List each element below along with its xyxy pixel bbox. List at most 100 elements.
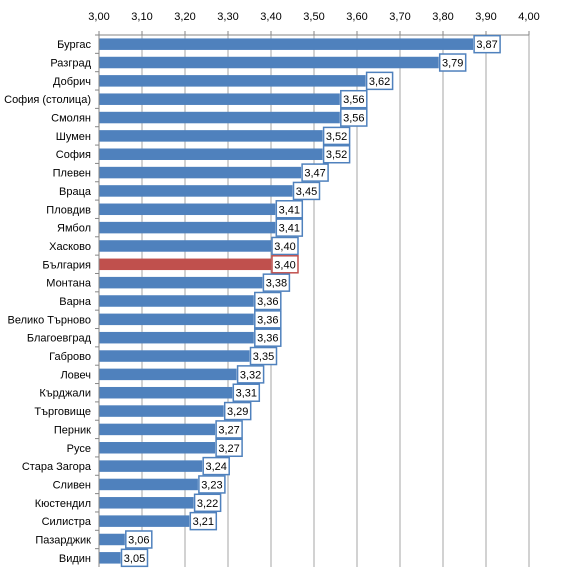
data-label-box <box>438 53 467 72</box>
category-label: Силистра <box>42 516 92 528</box>
data-label-box <box>271 255 299 274</box>
bar <box>99 111 340 124</box>
data-label: 3,05 <box>124 553 145 565</box>
bar <box>99 331 254 344</box>
data-label-box <box>254 291 282 311</box>
data-label-box <box>254 328 282 347</box>
category-label: Перник <box>54 424 91 436</box>
bar <box>99 386 233 399</box>
axes <box>95 31 530 567</box>
bar-highlight <box>99 258 271 271</box>
data-label-box <box>271 236 299 256</box>
category-label: Търговище <box>34 406 91 418</box>
data-label: 3,36 <box>257 333 278 345</box>
x-tick-label: 3,30 <box>217 11 238 23</box>
data-label-box <box>193 493 222 513</box>
data-label: 3,27 <box>218 424 239 436</box>
data-label: 3,22 <box>197 498 218 510</box>
category-label: Варна <box>59 296 92 308</box>
data-label: 3,79 <box>442 58 463 70</box>
x-tick-label: 3,60 <box>346 11 367 23</box>
data-label-box <box>215 420 243 439</box>
category-label: Ямбол <box>57 223 91 235</box>
bars <box>99 38 474 564</box>
data-label: 3,38 <box>266 278 287 290</box>
bar <box>99 515 190 527</box>
data-label: 3,47 <box>304 168 325 180</box>
bar <box>99 497 194 509</box>
category-label: Габрово <box>49 351 91 363</box>
data-label-box <box>198 475 226 494</box>
data-label: 3,40 <box>274 241 295 253</box>
category-label: Сливен <box>53 479 91 491</box>
category-label: Добрич <box>53 76 91 88</box>
data-label-box <box>275 200 304 219</box>
category-label: Пловдив <box>46 204 91 216</box>
x-tick-labels: 3,00 3,10 3,20 3,30 3,40 3,50 3,60 3,70 3,80 3,90… <box>88 11 539 23</box>
category-label: Плевен <box>53 168 91 180</box>
bar <box>99 203 276 216</box>
bar <box>99 185 293 197</box>
category-labels: Бургас Разград Добрич София (столица) Смолян… <box>4 39 92 565</box>
bar <box>99 75 366 87</box>
data-label-box <box>202 456 230 476</box>
data-label: 3,32 <box>240 369 261 381</box>
category-label: Кърджали <box>39 388 91 400</box>
bar <box>99 38 474 50</box>
category-label: Смолян <box>51 113 91 125</box>
bar <box>99 93 340 105</box>
data-label-box <box>473 34 501 54</box>
bar <box>99 423 216 436</box>
data-label-box <box>120 548 149 568</box>
bar <box>99 405 224 417</box>
category-label: София (столица) <box>4 94 91 106</box>
data-label: 3,52 <box>326 131 347 143</box>
data-label: 3,21 <box>193 516 214 528</box>
data-label-box <box>262 273 291 292</box>
data-label: 3,36 <box>257 296 278 308</box>
data-label-box <box>254 310 282 329</box>
data-label: 3,52 <box>326 149 347 161</box>
data-label: 3,40 <box>274 259 295 271</box>
category-label: Благоевград <box>27 333 92 345</box>
data-label-box <box>365 71 394 91</box>
bar <box>99 221 276 234</box>
data-label: 3,31 <box>236 388 257 400</box>
category-label: Ловеч <box>60 369 91 381</box>
category-label: Пазарджик <box>35 534 91 546</box>
x-tick-label: 3,10 <box>131 11 152 23</box>
category-label: Разград <box>50 58 91 70</box>
x-tick-label: 3,90 <box>475 11 496 23</box>
x-tick-label: 4,00 <box>518 11 539 23</box>
data-label-box <box>236 365 265 384</box>
bar <box>99 313 254 326</box>
bar <box>99 240 271 252</box>
bar <box>99 460 203 472</box>
category-label: Стара Загора <box>22 461 92 473</box>
x-tick-label: 3,80 <box>432 11 453 23</box>
bar <box>99 368 237 381</box>
data-label: 3,35 <box>253 351 274 363</box>
category-label: Велико Търново <box>7 314 91 326</box>
data-label-box <box>322 144 351 164</box>
data-label-box <box>292 181 321 201</box>
data-label: 3,41 <box>279 204 300 216</box>
data-label-box <box>301 163 329 182</box>
data-label: 3,29 <box>227 406 248 418</box>
bar <box>99 295 254 307</box>
category-label: България <box>42 259 91 271</box>
data-labels: 3,873,793,623,563,563,523,523,473,453,41… <box>120 34 501 568</box>
category-label: Бургас <box>57 39 91 51</box>
category-label: Хасково <box>49 241 91 253</box>
bar <box>99 552 121 564</box>
data-label: 3,62 <box>369 76 390 88</box>
bar <box>99 56 439 69</box>
x-tick-label: 3,40 <box>260 11 281 23</box>
category-label: Видин <box>59 553 91 565</box>
bar <box>99 478 198 491</box>
data-label-box <box>189 511 218 531</box>
category-label: Русе <box>67 443 91 455</box>
bar <box>99 148 323 160</box>
data-label: 3,23 <box>201 479 222 491</box>
